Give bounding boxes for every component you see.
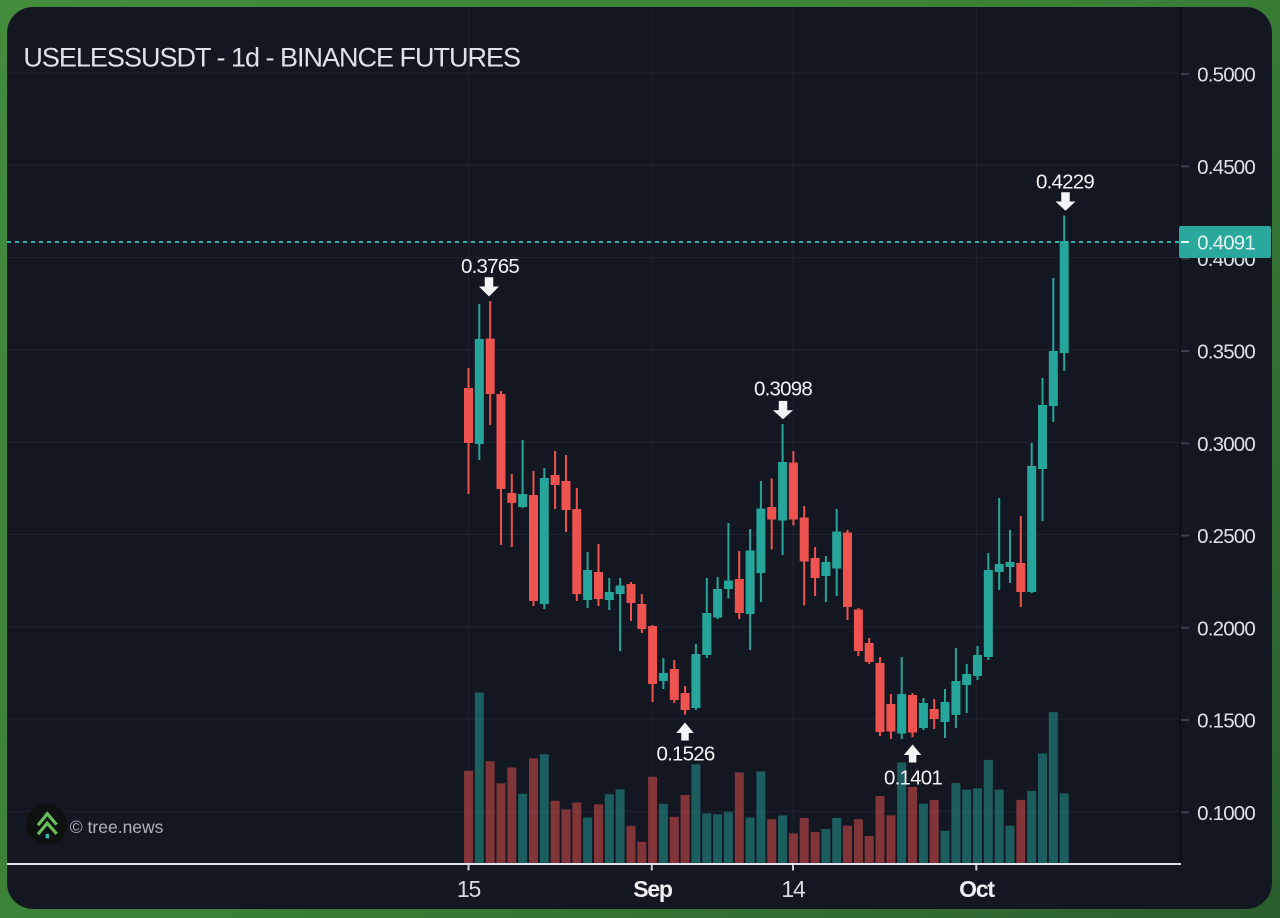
svg-text:0.1526: 0.1526 xyxy=(657,743,715,766)
svg-text:© tree.news: © tree.news xyxy=(70,817,164,837)
svg-text:0.3098: 0.3098 xyxy=(754,378,812,401)
svg-text:Oct: Oct xyxy=(959,876,995,902)
svg-text:14: 14 xyxy=(781,876,806,902)
svg-text:0.1401: 0.1401 xyxy=(884,767,942,790)
svg-text:0.5000: 0.5000 xyxy=(1197,64,1255,87)
svg-text:0.1500: 0.1500 xyxy=(1197,710,1255,733)
svg-text:0.2000: 0.2000 xyxy=(1197,617,1255,640)
svg-text:0.2500: 0.2500 xyxy=(1197,525,1255,548)
svg-text:0.4500: 0.4500 xyxy=(1197,156,1255,179)
svg-text:0.1000: 0.1000 xyxy=(1197,802,1255,825)
svg-text:0.4091: 0.4091 xyxy=(1197,232,1255,255)
svg-text:0.3765: 0.3765 xyxy=(461,255,519,278)
svg-text:USELESSUSDT - 1d - BINANCE FUT: USELESSUSDT - 1d - BINANCE FUTURES xyxy=(23,43,520,73)
svg-text:Sep: Sep xyxy=(633,876,673,902)
svg-text:0.3500: 0.3500 xyxy=(1197,341,1255,364)
svg-text:0.3000: 0.3000 xyxy=(1197,433,1255,456)
svg-text:15: 15 xyxy=(457,876,481,902)
svg-text:0.4229: 0.4229 xyxy=(1036,171,1094,194)
